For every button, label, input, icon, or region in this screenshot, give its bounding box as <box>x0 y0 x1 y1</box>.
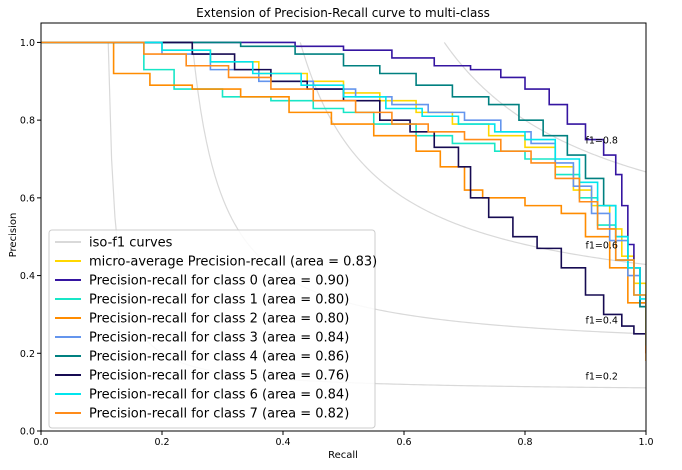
y-axis-label: Precision <box>8 213 19 258</box>
x-tick-label: 0.2 <box>154 437 169 448</box>
iso-f1-curve <box>443 42 646 173</box>
legend-entry: Precision-recall for class 0 (area = 0.9… <box>89 274 349 289</box>
legend-box <box>48 229 376 429</box>
y-tick-label: 0.8 <box>20 116 35 127</box>
pr-series-3 <box>41 41 646 362</box>
legend-entry: micro-average Precision-recall (area = 0… <box>89 255 377 270</box>
legend-entry: Precision-recall for class 3 (area = 0.8… <box>89 331 349 346</box>
legend-entry: Precision-recall for class 4 (area = 0.8… <box>89 350 349 365</box>
pr-series-6 <box>41 41 646 346</box>
y-tick-label: 0.4 <box>20 271 35 282</box>
iso-f1-label: f1=0.2 <box>586 372 618 383</box>
legend-entry: Precision-recall for class 1 (area = 0.8… <box>89 293 349 308</box>
pr-series-8 <box>41 41 646 354</box>
x-tick-label: 0.4 <box>275 437 290 448</box>
legend-entry: iso-f1 curves <box>89 236 173 251</box>
x-tick-label: 0.6 <box>396 437 411 448</box>
x-tick-label: 0.0 <box>33 437 48 448</box>
x-axis-label: Recall <box>328 450 358 461</box>
y-tick-label: 0.6 <box>20 193 35 204</box>
iso-f1-label: f1=0.8 <box>586 135 618 146</box>
y-tick-label: 0.2 <box>20 349 35 360</box>
chart-title: Extension of Precision-Recall curve to m… <box>196 6 490 20</box>
y-tick-label: 0.0 <box>20 427 35 438</box>
x-tick-label: 1.0 <box>638 437 653 448</box>
legend-entry: Precision-recall for class 2 (area = 0.8… <box>89 312 349 327</box>
x-tick-label: 0.8 <box>517 437 532 448</box>
data-layer <box>41 41 646 389</box>
legend-entry: Precision-recall for class 5 (area = 0.7… <box>89 369 349 384</box>
iso-f1-label: f1=0.6 <box>586 240 618 251</box>
legend-entry: Precision-recall for class 6 (area = 0.8… <box>89 388 349 403</box>
iso-f1-label: f1=0.4 <box>586 315 618 326</box>
axes-frame <box>40 22 647 432</box>
pr-series-7 <box>41 41 646 346</box>
legend: iso-f1 curves micro-average Precision-rec… <box>48 229 377 429</box>
y-tick-label: 1.0 <box>20 38 35 49</box>
pr-series-1 <box>41 41 646 354</box>
plot-area: f1=0.2 f1=0.4 f1=0.6 f1=0.8 0.0 0.2 0.4 0.6 0.8 1… <box>20 22 654 448</box>
legend-entry: Precision-recall for class 7 (area = 0.8… <box>89 407 349 422</box>
iso-f1-curve <box>299 42 646 266</box>
